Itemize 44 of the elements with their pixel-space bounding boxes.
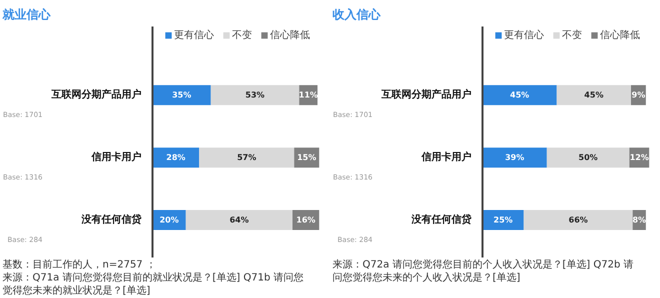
bar	[556, 85, 632, 106]
data-label: 20%	[160, 216, 179, 225]
source-note: 来源：Q72a 请问您觉得您目前的个人收入状况是？[单选] Q72b 请问您觉得您未来的个人收入状况是？[单选]	[332, 258, 634, 284]
text: 就业信心	[2, 8, 52, 22]
bar	[186, 210, 292, 230]
y-tick-label: 信用卡用户	[420, 151, 472, 164]
legend-label: 不变	[232, 28, 252, 42]
bar	[152, 85, 211, 106]
y-tick-label: 没有任何信贷	[80, 214, 142, 226]
legend-label: 更有信心	[174, 28, 214, 42]
legend-label: 不变	[562, 28, 582, 42]
bar	[482, 148, 547, 168]
data-label: 8%	[632, 216, 646, 225]
text: 基数：目前工作的人，n=2757 ；	[2, 258, 156, 270]
data-label: 15%	[297, 153, 316, 162]
data-label: 57%	[237, 153, 256, 162]
data-label: 16%	[296, 216, 316, 225]
bar	[524, 210, 633, 230]
data-label: 53%	[245, 90, 265, 100]
y-tick-label: 没有任何信贷	[410, 214, 472, 226]
y-tick-label: 互联网分期产品用户	[380, 88, 472, 101]
data-label: 39%	[505, 153, 524, 162]
y-tick-label: 信用卡用户	[90, 151, 142, 164]
data-label: 35%	[172, 90, 192, 100]
bar	[482, 85, 557, 106]
data-label: 45%	[584, 90, 604, 100]
data-label: 50%	[578, 153, 598, 162]
legend-label: 信心降低	[270, 28, 310, 42]
source-note: 来源：Q71a 请问您觉得您目前的就业状况是？[单选] Q71b 请问您觉得您未来的就业状况是？[单选]	[2, 272, 304, 296]
bar	[546, 148, 630, 168]
bar	[210, 85, 300, 106]
data-label: 11%	[298, 90, 318, 100]
legend-label: 信心降低	[600, 28, 640, 42]
legend-label: 更有信心	[504, 28, 544, 42]
data-label: 45%	[510, 90, 530, 100]
data-label: 25%	[494, 216, 513, 225]
data-label: 12%	[630, 153, 649, 162]
bar	[199, 148, 294, 168]
data-label: 28%	[166, 153, 186, 162]
data-label: 64%	[230, 216, 249, 225]
text: 收入信心	[332, 8, 382, 22]
y-tick-label: 互联网分期产品用户	[50, 88, 142, 101]
data-label: 9%	[632, 90, 646, 100]
data-label: 66%	[568, 216, 588, 225]
